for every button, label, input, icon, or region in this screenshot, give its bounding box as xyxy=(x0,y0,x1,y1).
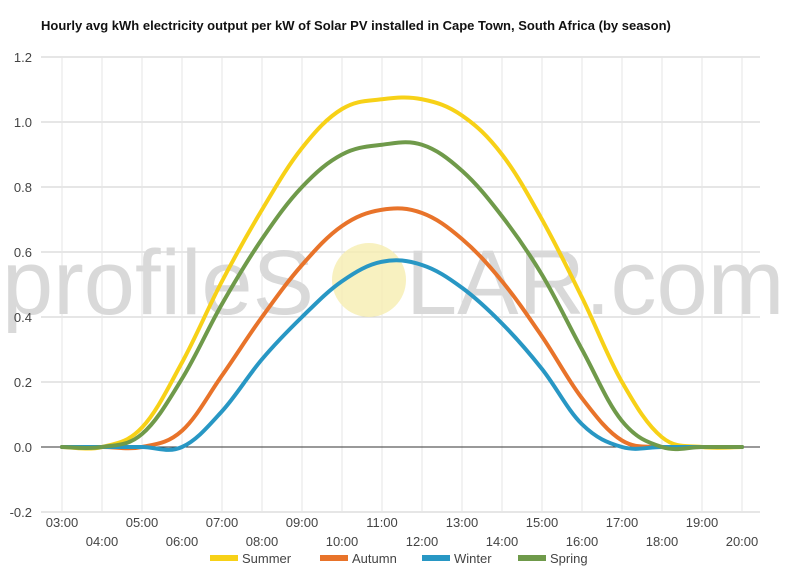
y-tick-label: 0.4 xyxy=(14,310,32,325)
x-tick-label: 20:00 xyxy=(726,534,759,549)
legend-swatch-spring xyxy=(518,555,546,561)
legend-label-autumn: Autumn xyxy=(352,551,397,566)
x-tick-label: 16:00 xyxy=(566,534,599,549)
y-tick-label: 1.2 xyxy=(14,50,32,65)
x-tick-label: 17:00 xyxy=(606,515,639,530)
legend-swatch-winter xyxy=(422,555,450,561)
x-tick-label: 19:00 xyxy=(686,515,719,530)
legend-label-winter: Winter xyxy=(454,551,492,566)
x-tick-label: 08:00 xyxy=(246,534,279,549)
x-tick-label: 12:00 xyxy=(406,534,439,549)
series-line-spring xyxy=(60,140,744,452)
legend-swatch-autumn xyxy=(320,555,348,561)
watermark: profileS LAR.com xyxy=(2,232,784,334)
axis-layer: -0.2 0.0 0.2 0.4 0.6 0.8 1.0 1.2 03:00 04:00 05:00… xyxy=(10,50,760,549)
x-tick-label: 04:00 xyxy=(86,534,119,549)
x-tick-label: 07:00 xyxy=(206,515,239,530)
x-tick-label: 15:00 xyxy=(526,515,559,530)
x-tick-label: 06:00 xyxy=(166,534,199,549)
y-tick-label: -0.2 xyxy=(10,505,32,520)
x-tick-label: 09:00 xyxy=(286,515,319,530)
chart-title: Hourly avg kWh electricity output per kW… xyxy=(41,18,671,33)
series-line-summer xyxy=(60,95,744,451)
y-tick-label: 0.8 xyxy=(14,180,32,195)
watermark-text-left: profileS xyxy=(2,232,314,334)
x-tick-label: 05:00 xyxy=(126,515,159,530)
legend: Summer Autumn Winter Spring xyxy=(210,551,588,566)
legend-label-spring: Spring xyxy=(550,551,588,566)
x-tick-label: 03:00 xyxy=(46,515,79,530)
series-layer xyxy=(60,95,744,452)
watermark-text-right: LAR.com xyxy=(406,232,784,334)
y-tick-label: 1.0 xyxy=(14,115,32,130)
x-tick-label: 18:00 xyxy=(646,534,679,549)
series-line-winter xyxy=(60,258,744,452)
y-tick-label: 0.0 xyxy=(14,440,32,455)
x-tick-label: 14:00 xyxy=(486,534,519,549)
x-tick-label: 11:00 xyxy=(366,515,398,530)
x-tick-label: 13:00 xyxy=(446,515,479,530)
legend-label-summer: Summer xyxy=(242,551,292,566)
series-line-autumn xyxy=(60,206,744,451)
y-tick-label: 0.2 xyxy=(14,375,32,390)
legend-swatch-summer xyxy=(210,555,238,561)
y-tick-label: 0.6 xyxy=(14,245,32,260)
x-tick-label: 10:00 xyxy=(326,534,359,549)
